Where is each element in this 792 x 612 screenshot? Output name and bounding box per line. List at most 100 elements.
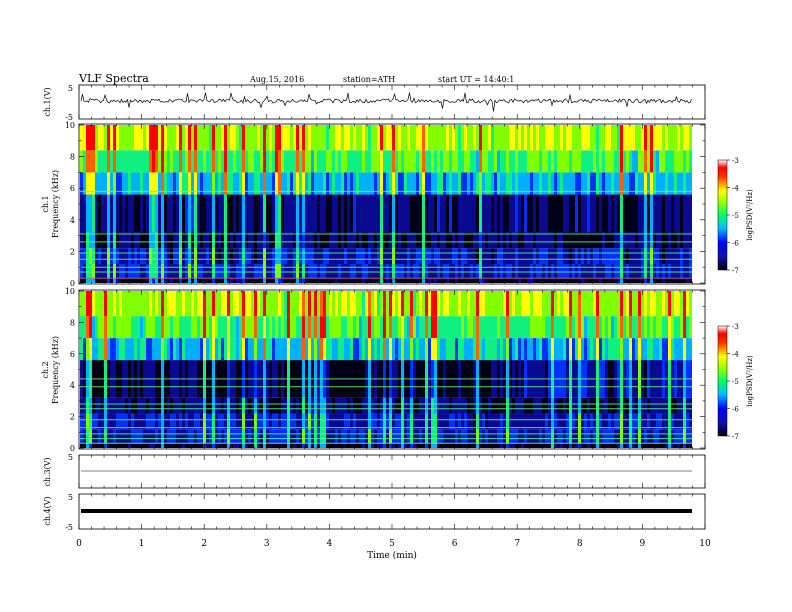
spectrogram-cell [611, 316, 614, 339]
spectrogram-cell [659, 443, 662, 448]
spectrogram-cell [551, 232, 554, 249]
spectrogram-cell [419, 172, 422, 195]
spectrogram-cell [452, 248, 455, 265]
spectrogram-cell [113, 278, 116, 283]
spectrogram-cell [398, 150, 401, 173]
spectrogram-cell [635, 172, 638, 195]
spectrogram-cell [245, 150, 248, 173]
spectrogram-cell [188, 291, 191, 317]
spectrogram-cell [113, 443, 116, 448]
spectrogram-cell [416, 316, 419, 339]
spectrogram-cell [515, 248, 518, 265]
spectrogram-cell [500, 429, 503, 444]
spectrogram-cell [452, 429, 455, 444]
spectrogram-cell [419, 413, 422, 430]
spectrogram-cell [239, 248, 242, 265]
spectrogram-cell [419, 316, 422, 339]
spectrogram-cell [416, 150, 419, 173]
spectrogram-cell [95, 278, 98, 283]
spectrogram-cell [158, 264, 161, 279]
spectrogram-cell [215, 172, 218, 195]
spectrogram-cell [461, 278, 464, 283]
spectrogram-cell [377, 248, 380, 265]
spectrogram-cell [92, 125, 95, 151]
spectrogram-cell [206, 248, 209, 265]
spectrogram-cell [500, 338, 503, 361]
spectrogram-cell [362, 194, 365, 233]
spectrogram-cell [413, 125, 416, 151]
spectrogram-cell [551, 338, 554, 361]
spectrogram-cell [509, 125, 512, 151]
spectrogram-cell [476, 150, 479, 173]
spectrogram-cell [365, 338, 368, 361]
spectrogram-cell [479, 278, 482, 283]
spectrogram-cell [278, 338, 281, 361]
spectrogram-cell [578, 172, 581, 195]
spectrogram-cell [140, 291, 143, 317]
spectrogram-cell [194, 248, 197, 265]
spectrogram-cell [383, 443, 386, 448]
spectrogram-cell [476, 278, 479, 283]
spectrogram-cell [617, 443, 620, 448]
spectrogram-cell [458, 397, 461, 414]
spectrogram-cell [671, 248, 674, 265]
spectrogram-cell [179, 413, 182, 430]
spectrogram-cell [590, 338, 593, 361]
spectrogram-cell [119, 429, 122, 444]
spectrogram-cell [236, 125, 239, 151]
spectrogram-cell [137, 338, 140, 361]
spectrogram-cell [251, 278, 254, 283]
spectrogram-cell [446, 125, 449, 151]
spectrogram-cell [173, 429, 176, 444]
spectrogram-cell [503, 429, 506, 444]
spectrogram-cell [200, 429, 203, 444]
spectrogram-cell [485, 278, 488, 283]
spectrogram-cell [257, 150, 260, 173]
spectrogram-cell [386, 194, 389, 233]
spectrogram-cell [401, 264, 404, 279]
spectrogram-cell [233, 413, 236, 430]
spectrogram-cell [635, 278, 638, 283]
spectrogram-empty-area [692, 125, 705, 283]
spectrogram-cell [365, 248, 368, 265]
spectrogram-cell [155, 429, 158, 444]
spectrogram-cell [359, 232, 362, 249]
spectrogram-cell [563, 150, 566, 173]
spectrogram-cell [287, 278, 290, 283]
spectrogram-cell [515, 232, 518, 249]
spectrogram-cell [449, 443, 452, 448]
spectrogram-cell [449, 397, 452, 414]
spectrogram-cell [173, 172, 176, 195]
spectrogram-cell [494, 443, 497, 448]
spectrogram-cell [518, 338, 521, 361]
spectrogram-cell [299, 316, 302, 339]
spectrogram-cell [611, 443, 614, 448]
spectrogram-cell [434, 248, 437, 265]
spectrogram-cell [677, 338, 680, 361]
spectrogram-cell [626, 316, 629, 339]
spectrogram-cell [578, 264, 581, 279]
spectrogram-cell [275, 338, 278, 361]
spectrogram-cell [371, 172, 374, 195]
spectrogram-cell [377, 413, 380, 430]
spectrogram-cell [221, 232, 224, 249]
spectrogram-cell [269, 172, 272, 195]
spectrogram-cell [455, 264, 458, 279]
spectrogram-cell [125, 338, 128, 361]
spectrogram-cell [491, 429, 494, 444]
spectrogram-cell [524, 443, 527, 448]
spectrogram-cell [455, 316, 458, 339]
spectrogram-cell [89, 264, 92, 279]
spectrogram-cell [572, 248, 575, 265]
spectrogram-cell [566, 316, 569, 339]
spectrogram-cell [152, 443, 155, 448]
spectrogram-cell [497, 264, 500, 279]
spectrogram-cell [668, 232, 671, 249]
spectrogram-cell [164, 278, 167, 283]
spectrogram-cell [266, 397, 269, 414]
spectrogram-cell [287, 194, 290, 233]
spectrogram-cell [605, 291, 608, 317]
spectrogram-cell [536, 125, 539, 151]
spectrogram-cell [317, 232, 320, 249]
spectrogram-cell [344, 338, 347, 361]
